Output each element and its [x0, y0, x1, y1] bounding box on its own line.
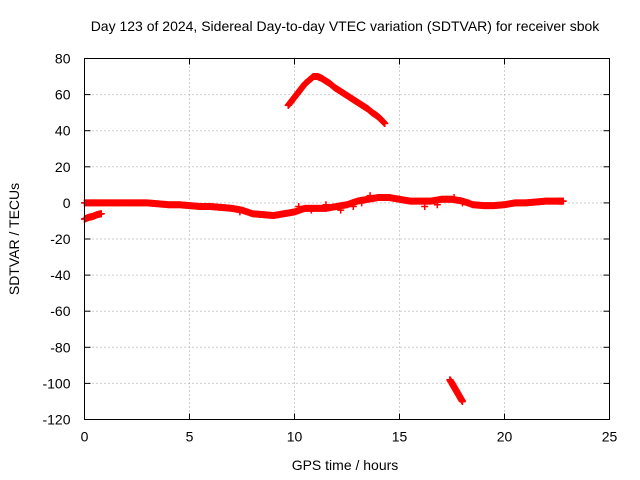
- y-tick-label: -80: [50, 339, 70, 355]
- y-axis-title: SDTVAR / TECUs: [6, 183, 22, 295]
- data-point-scatter-cluster: [450, 193, 458, 201]
- data-point-isolated-points: [236, 208, 244, 216]
- x-tick-label: 0: [81, 429, 89, 445]
- point-layer: [81, 73, 567, 405]
- tick-layer: 0 5 10 15 20 25 -120 -100 -80 -60 -40 -20 0 20 40 60 80: [42, 51, 617, 445]
- y-tick-label: 40: [55, 123, 71, 139]
- data-point-scatter-cluster: [459, 199, 466, 207]
- y-tick-label: -20: [50, 231, 70, 247]
- y-tick-label: 20: [55, 159, 71, 175]
- x-tick-label: 25: [602, 429, 618, 445]
- data-point-scatter-cluster: [421, 203, 429, 211]
- x-axis-title: GPS time / hours: [292, 457, 399, 473]
- y-tick-label: -100: [42, 375, 70, 391]
- data-point-scatter-cluster: [366, 192, 374, 200]
- plot-frame: [84, 58, 610, 420]
- data-point-lower-drop: [459, 397, 466, 405]
- data-point-scatter-cluster: [322, 201, 330, 209]
- y-tick-label: -40: [50, 267, 70, 283]
- data-point-scatter-cluster: [358, 199, 366, 207]
- data-point-scatter-cluster: [337, 206, 345, 214]
- chart-title: Day 123 of 2024, Sidereal Day-to-day VTE…: [91, 18, 601, 34]
- data-point-main-track: [559, 197, 567, 205]
- y-tick-label: -60: [50, 303, 70, 319]
- data-point-isolated-points: [465, 199, 473, 207]
- data-point-scatter-cluster: [295, 203, 303, 211]
- data-point-scatter-cluster: [307, 206, 315, 214]
- data-point-scatter-cluster: [433, 201, 441, 209]
- data-point-scatter-cluster: [349, 203, 357, 211]
- data-point-upper-arc: [381, 119, 389, 127]
- x-tick-label: 15: [392, 429, 408, 445]
- grid-layer: [84, 58, 610, 420]
- y-tick-label: 80: [55, 51, 71, 67]
- x-tick-label: 5: [186, 429, 194, 445]
- x-tick-label: 10: [287, 429, 303, 445]
- y-tick-label: 0: [63, 195, 71, 211]
- y-tick-label: -120: [42, 412, 70, 428]
- data-point-early-segment: [97, 210, 105, 218]
- x-tick-label: 20: [497, 429, 513, 445]
- y-tick-label: 60: [55, 87, 71, 103]
